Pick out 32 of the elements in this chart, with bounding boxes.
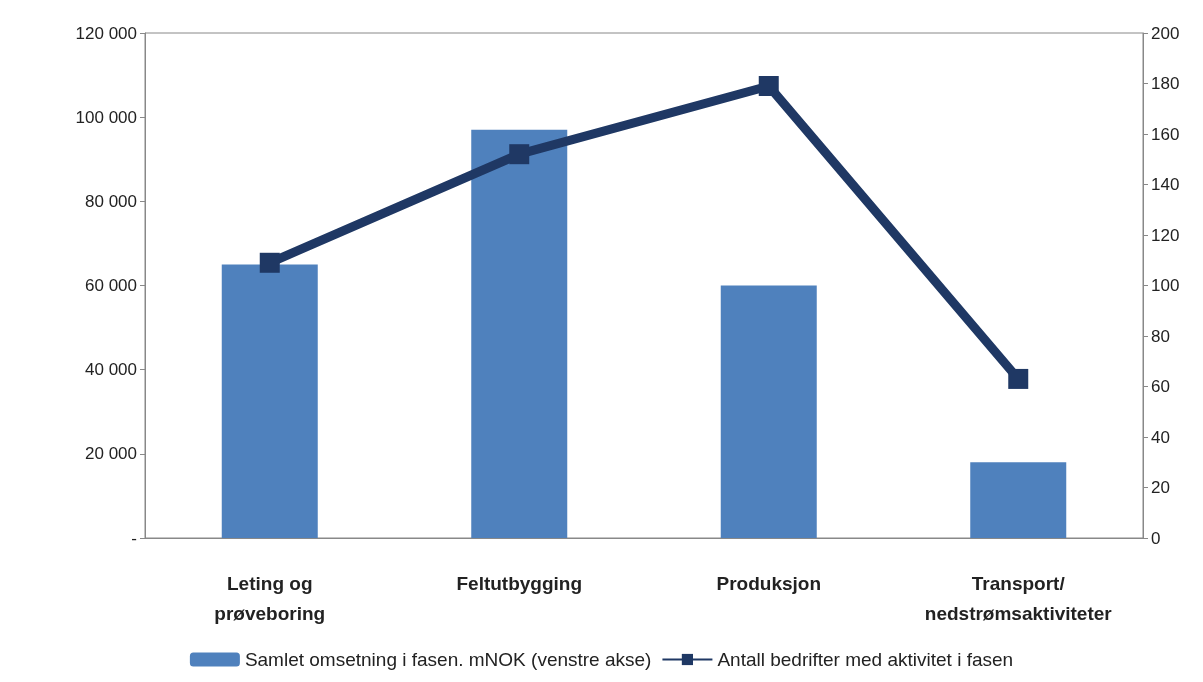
bar [471,129,568,538]
y2-tick-label: 20 [1151,478,1170,497]
y2-tick-label: 180 [1151,74,1180,93]
x-tick-label: Leting og prøveboring [214,572,326,624]
point [758,76,779,97]
x-tick-label: Transport/ nedstrømsaktiviteter [924,572,1113,624]
y-tick-label: 80 000 [85,191,137,211]
bar [221,264,318,538]
y2-tick-label: 160 [1151,124,1180,144]
y2-tick-label: 0 [1151,528,1161,548]
y2-tick-label: 40 [1151,427,1170,447]
legend-label: Antall bedrifter med aktivitet i fasen [717,649,1014,670]
y2-tick-label: 200 [1151,23,1180,43]
y2-tick-label: 140 [1151,175,1180,194]
y-tick-label: - [131,528,137,548]
y-tick-label: 100 000 [75,107,137,127]
y-tick-label: 40 000 [85,360,137,380]
bar [970,462,1067,538]
y2-tick-label: 100 [1151,276,1180,295]
y-tick-label: 60 000 [85,276,137,295]
y2-tick-label: 120 [1151,225,1180,245]
point [509,144,530,165]
bar [720,285,817,538]
x-tick-label: Feltutbygging [456,572,583,594]
point [1008,368,1029,389]
x-tick-label: Produksjon [716,572,822,594]
point [259,252,280,273]
y-tick-label: 120 000 [75,23,137,43]
y-tick-label: 20 000 [85,444,137,464]
y2-tick-label: 80 [1151,326,1170,346]
y2-tick-label: 60 [1151,377,1170,396]
legend-label: Samlet omsetning i fasen. mNOK (venstre akse) [244,649,652,670]
